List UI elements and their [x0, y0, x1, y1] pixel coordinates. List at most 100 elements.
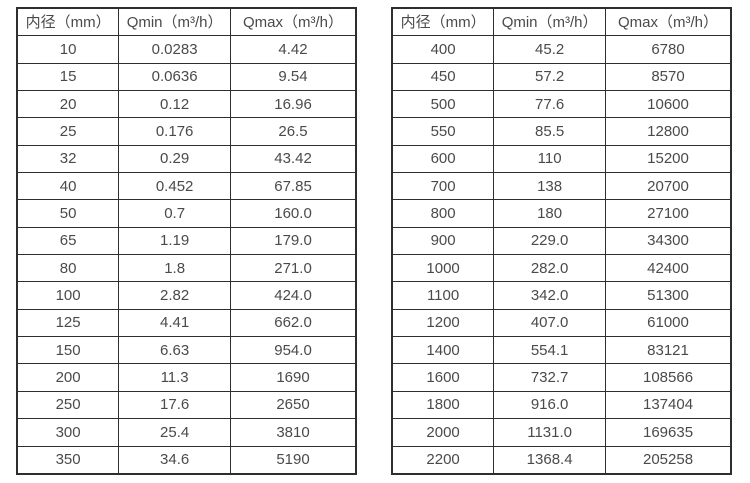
table-cell: 32 [16, 144, 120, 174]
table-row: 550 85.5 12800 [391, 117, 732, 146]
table-cell: 6.63 [118, 336, 232, 365]
table-cell: 700 [391, 172, 495, 201]
table-cell: 34300 [605, 226, 732, 256]
table-cell: 600 [391, 144, 495, 174]
table-row: 2200 1368.4 205258 [391, 445, 732, 475]
table-cell: 1000 [391, 254, 495, 283]
table-cell: 15200 [605, 144, 732, 174]
table-cell: 180 [493, 199, 607, 228]
table-cell: 282.0 [493, 254, 607, 283]
table-row: 200 11.3 1690 [16, 363, 357, 392]
table-cell: 200 [16, 363, 120, 392]
table-cell: 407.0 [493, 308, 607, 338]
table-body: 400 45.2 6780 450 57.2 8570 500 77.6 10600 550 85.… [391, 35, 732, 475]
table-cell: 0.0283 [118, 35, 232, 64]
table-row: 600 110 15200 [391, 144, 732, 174]
table-cell: 50 [16, 199, 120, 228]
table-row: 450 57.2 8570 [391, 62, 732, 92]
table-row: 20 0.12 16.96 [16, 90, 357, 119]
table-cell: 0.29 [118, 144, 232, 174]
table-cell: 2.82 [118, 281, 232, 310]
table-cell: 205258 [605, 445, 732, 475]
table-cell: 2000 [391, 418, 495, 447]
table-row: 900 229.0 34300 [391, 226, 732, 256]
table-cell: 4.41 [118, 308, 232, 338]
table-row: 2000 1131.0 169635 [391, 418, 732, 447]
table-cell: 67.85 [230, 172, 357, 201]
table-row: 65 1.19 179.0 [16, 226, 357, 256]
table-cell: 10 [16, 35, 120, 64]
column-header: Qmax（m³/h） [230, 7, 357, 37]
table-row: 400 45.2 6780 [391, 35, 732, 64]
table-row: 10 0.0283 4.42 [16, 35, 357, 64]
table-cell: 0.12 [118, 90, 232, 119]
table-body: 10 0.0283 4.42 15 0.0636 9.54 20 0.12 16.96 25 0.1… [16, 35, 357, 475]
table-row: 800 180 27100 [391, 199, 732, 228]
table-row: 1400 554.1 83121 [391, 336, 732, 365]
table-cell: 8570 [605, 62, 732, 92]
table-row: 300 25.4 3810 [16, 418, 357, 447]
table-cell: 77.6 [493, 90, 607, 119]
table-cell: 15 [16, 62, 120, 92]
table-cell: 424.0 [230, 281, 357, 310]
table-cell: 6780 [605, 35, 732, 64]
table-cell: 662.0 [230, 308, 357, 338]
table-cell: 1800 [391, 390, 495, 420]
table-cell: 43.42 [230, 144, 357, 174]
table-cell: 160.0 [230, 199, 357, 228]
table-cell: 57.2 [493, 62, 607, 92]
table-cell: 550 [391, 117, 495, 146]
table-cell: 0.0636 [118, 62, 232, 92]
table-cell: 916.0 [493, 390, 607, 420]
table-cell: 125 [16, 308, 120, 338]
table-cell: 1400 [391, 336, 495, 365]
table-cell: 26.5 [230, 117, 357, 146]
table-row: 32 0.29 43.42 [16, 144, 357, 174]
table-cell: 1100 [391, 281, 495, 310]
table-cell: 0.7 [118, 199, 232, 228]
table-header: 内径（mm） Qmin（m³/h） Qmax（m³/h） [391, 7, 732, 37]
table-cell: 954.0 [230, 336, 357, 365]
table-cell: 150 [16, 336, 120, 365]
table-cell: 80 [16, 254, 120, 283]
table-row: 1600 732.7 108566 [391, 363, 732, 392]
table-row: 15 0.0636 9.54 [16, 62, 357, 92]
table-cell: 1690 [230, 363, 357, 392]
flow-table-small-diameter: 内径（mm） Qmin（m³/h） Qmax（m³/h） 10 0.0283 4.42 1… [16, 7, 357, 475]
table-row: 100 2.82 424.0 [16, 281, 357, 310]
column-header: Qmin（m³/h） [493, 7, 607, 37]
column-header: Qmin（m³/h） [118, 7, 232, 37]
table-cell: 9.54 [230, 62, 357, 92]
table-cell: 138 [493, 172, 607, 201]
table-cell: 25.4 [118, 418, 232, 447]
table-cell: 108566 [605, 363, 732, 392]
flow-table-large-diameter: 内径（mm） Qmin（m³/h） Qmax（m³/h） 400 45.2 6780 45… [391, 7, 732, 475]
table-cell: 12800 [605, 117, 732, 146]
table-row: 350 34.6 5190 [16, 445, 357, 475]
table-cell: 179.0 [230, 226, 357, 256]
table-cell: 169635 [605, 418, 732, 447]
table-cell: 27100 [605, 199, 732, 228]
table-cell: 2650 [230, 390, 357, 420]
table-row: 25 0.176 26.5 [16, 117, 357, 146]
table-cell: 10600 [605, 90, 732, 119]
table-row: 250 17.6 2650 [16, 390, 357, 420]
table-cell: 16.96 [230, 90, 357, 119]
table-cell: 83121 [605, 336, 732, 365]
header-row: 内径（mm） Qmin（m³/h） Qmax（m³/h） [391, 7, 732, 37]
table-cell: 554.1 [493, 336, 607, 365]
table-cell: 4.42 [230, 35, 357, 64]
table-cell: 5190 [230, 445, 357, 475]
table-cell: 342.0 [493, 281, 607, 310]
table-cell: 271.0 [230, 254, 357, 283]
table-cell: 400 [391, 35, 495, 64]
column-header: Qmax（m³/h） [605, 7, 732, 37]
table-row: 700 138 20700 [391, 172, 732, 201]
table-cell: 25 [16, 117, 120, 146]
table-cell: 34.6 [118, 445, 232, 475]
table-row: 50 0.7 160.0 [16, 199, 357, 228]
table-cell: 1600 [391, 363, 495, 392]
table-cell: 45.2 [493, 35, 607, 64]
table-cell: 1368.4 [493, 445, 607, 475]
